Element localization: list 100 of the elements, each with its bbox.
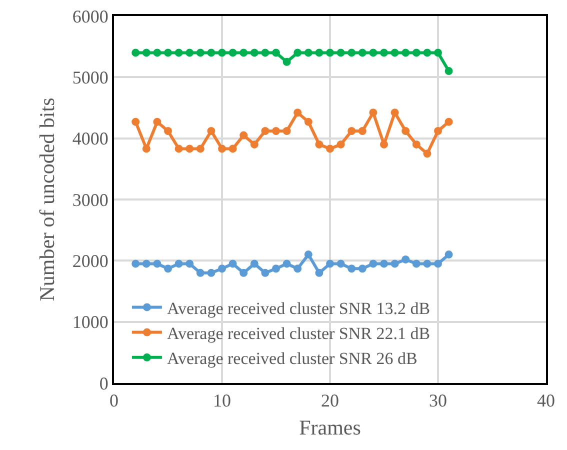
point bbox=[380, 140, 388, 148]
point bbox=[434, 126, 442, 135]
point bbox=[348, 126, 356, 135]
point bbox=[174, 144, 183, 153]
point bbox=[174, 48, 183, 57]
point bbox=[261, 126, 270, 135]
point bbox=[315, 268, 324, 277]
point bbox=[336, 140, 345, 148]
point bbox=[390, 108, 399, 117]
point bbox=[153, 118, 162, 126]
y-tick-label: 2000 bbox=[72, 250, 108, 271]
point bbox=[196, 268, 204, 277]
point bbox=[282, 58, 291, 66]
point bbox=[444, 118, 453, 126]
point bbox=[250, 140, 258, 148]
point bbox=[423, 48, 432, 57]
legend-label: Average received cluster SNR 22.1 dB bbox=[166, 324, 430, 343]
point bbox=[207, 48, 216, 57]
point bbox=[240, 131, 248, 140]
point bbox=[390, 48, 399, 57]
point bbox=[282, 126, 291, 135]
x-axis-title: Frames bbox=[299, 415, 361, 440]
point bbox=[402, 48, 410, 57]
point bbox=[402, 255, 410, 264]
point bbox=[315, 140, 324, 148]
point bbox=[304, 48, 312, 57]
point bbox=[142, 260, 150, 268]
point bbox=[294, 264, 302, 273]
point bbox=[369, 260, 378, 268]
point bbox=[250, 260, 258, 268]
point bbox=[358, 48, 366, 57]
point bbox=[315, 48, 324, 57]
point bbox=[142, 48, 150, 57]
y-tick-label: 1000 bbox=[72, 312, 108, 332]
point bbox=[207, 268, 216, 277]
point bbox=[174, 260, 183, 268]
point bbox=[240, 48, 248, 57]
point bbox=[412, 260, 420, 268]
point bbox=[261, 268, 270, 277]
point bbox=[250, 48, 258, 57]
point bbox=[348, 48, 356, 57]
legend-label: Average received cluster SNR 26 dB bbox=[166, 349, 418, 368]
point bbox=[132, 48, 140, 57]
point bbox=[390, 260, 399, 268]
point bbox=[294, 48, 302, 57]
point bbox=[228, 144, 237, 153]
point bbox=[186, 260, 194, 268]
point bbox=[358, 126, 366, 135]
point bbox=[196, 144, 204, 153]
point bbox=[444, 67, 453, 76]
point bbox=[402, 126, 410, 135]
point bbox=[326, 48, 334, 57]
point bbox=[326, 260, 334, 268]
point bbox=[380, 260, 388, 268]
point bbox=[412, 140, 420, 148]
point bbox=[272, 264, 280, 273]
point bbox=[196, 48, 204, 57]
y-tick-label: 4000 bbox=[72, 128, 108, 149]
point bbox=[294, 108, 302, 117]
point bbox=[164, 48, 172, 57]
legend-label: Average received cluster SNR 13.2 dB bbox=[166, 298, 430, 318]
point bbox=[326, 144, 334, 153]
point bbox=[423, 150, 432, 158]
point bbox=[434, 48, 442, 57]
point bbox=[240, 268, 248, 277]
point bbox=[142, 144, 150, 153]
point bbox=[228, 260, 237, 268]
point bbox=[348, 264, 356, 273]
y-tick-label: 5000 bbox=[72, 67, 108, 88]
point bbox=[304, 250, 312, 259]
point bbox=[218, 264, 226, 273]
point bbox=[153, 48, 162, 57]
point bbox=[369, 48, 378, 57]
y-tick-label: 6000 bbox=[72, 6, 108, 26]
point bbox=[282, 260, 291, 268]
point bbox=[153, 260, 162, 268]
point bbox=[218, 48, 226, 57]
point bbox=[412, 48, 420, 57]
point bbox=[434, 260, 442, 268]
point bbox=[218, 144, 226, 153]
y-tick-label: 3000 bbox=[72, 190, 108, 210]
point bbox=[423, 260, 432, 268]
x-tick-label: 20 bbox=[321, 390, 339, 411]
x-tick-label: 10 bbox=[213, 390, 231, 411]
point bbox=[444, 250, 453, 259]
point bbox=[369, 108, 378, 117]
point bbox=[272, 48, 280, 57]
point bbox=[336, 48, 345, 57]
point bbox=[207, 126, 216, 135]
y-axis-title: Number of uncoded bits bbox=[35, 98, 60, 302]
point bbox=[132, 118, 140, 126]
point bbox=[228, 48, 237, 57]
point bbox=[132, 260, 140, 268]
point bbox=[272, 126, 280, 135]
y-tick-label: 0 bbox=[99, 373, 108, 394]
point bbox=[186, 144, 194, 153]
point bbox=[186, 48, 194, 57]
point bbox=[164, 126, 172, 135]
x-tick-label: 40 bbox=[537, 390, 555, 411]
point bbox=[304, 118, 312, 126]
